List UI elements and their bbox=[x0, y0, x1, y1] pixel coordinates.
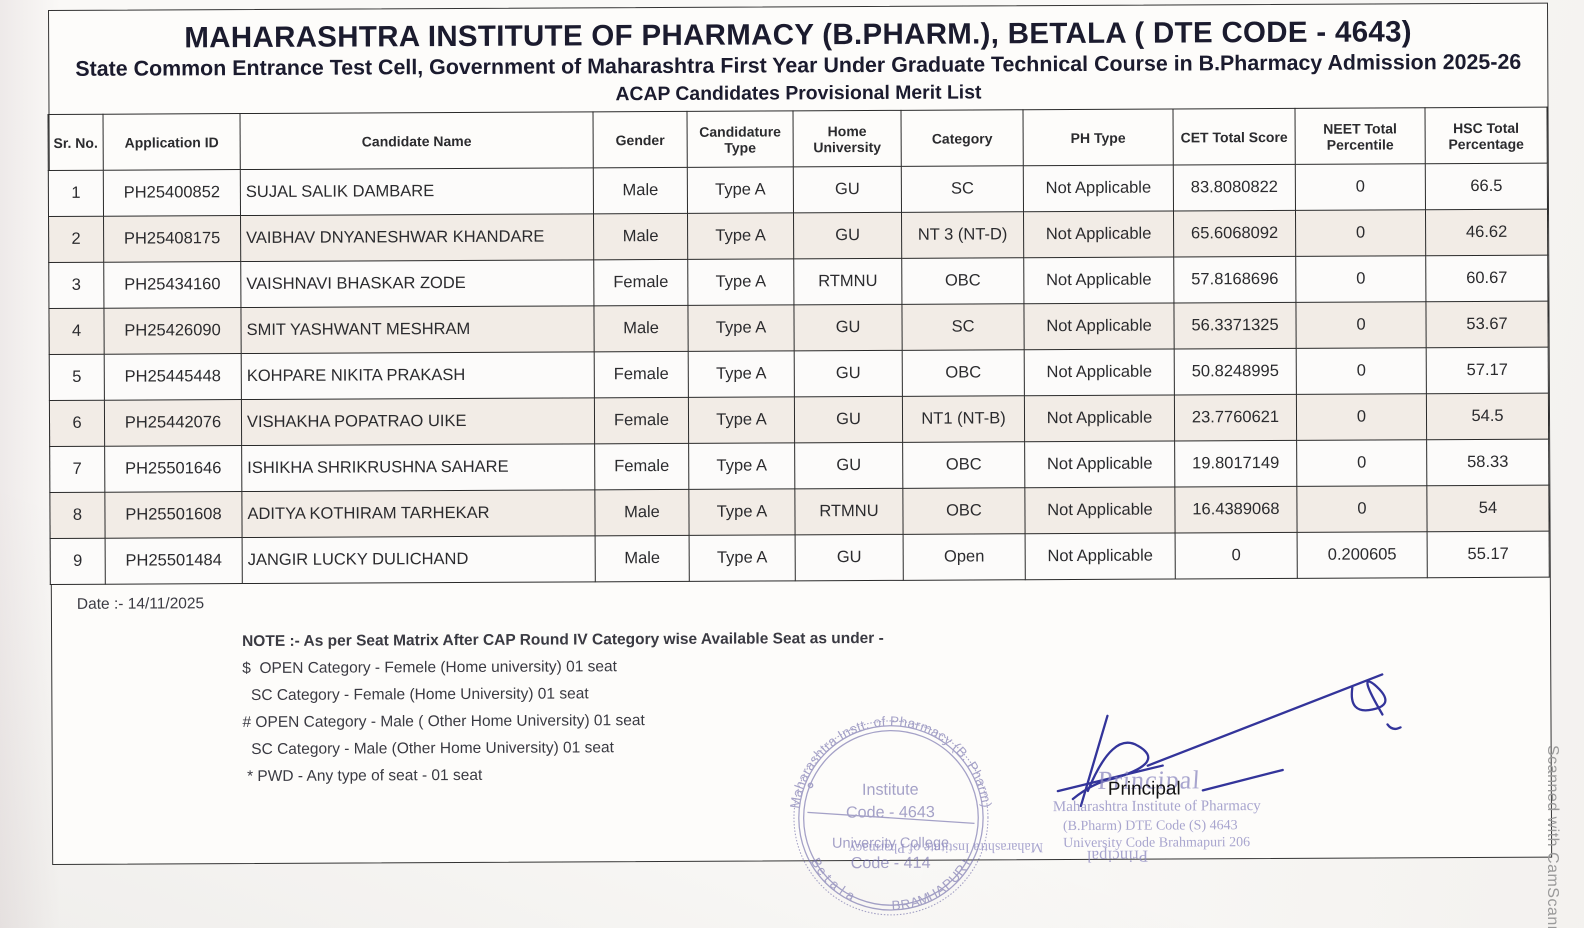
svg-text:Institute: Institute bbox=[862, 781, 919, 799]
svg-text:Code - 4643: Code - 4643 bbox=[846, 803, 935, 821]
svg-text:a: a bbox=[844, 887, 858, 904]
svg-text:Code - 414: Code - 414 bbox=[851, 854, 931, 872]
